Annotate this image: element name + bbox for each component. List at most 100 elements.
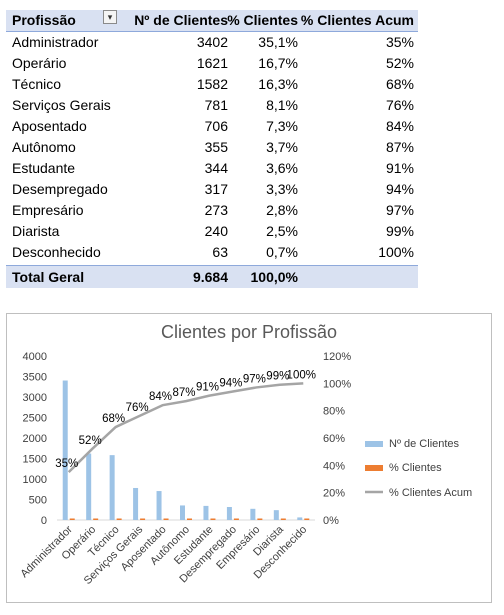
table-row: Estudante 344 3,6% 91% xyxy=(6,158,418,179)
cell-pct-clientes: 16,7% xyxy=(258,55,298,71)
cell-pct-acum: 35% xyxy=(385,34,414,50)
bar-pct-clientes xyxy=(304,518,310,520)
bar-pct-clientes xyxy=(69,518,75,520)
bar-n-clientes xyxy=(273,510,279,520)
line-pct-acum xyxy=(67,382,304,474)
data-label-pct-acum: 84% xyxy=(149,391,172,403)
cell-n-clientes: 1582 xyxy=(196,76,228,92)
table-row: Autônomo 355 3,7% 87% xyxy=(6,137,418,158)
cell-profissao: Operário xyxy=(12,55,67,71)
y-right-tick-label: 60% xyxy=(323,433,345,445)
cell-n-clientes: 317 xyxy=(204,181,228,197)
table-row: Técnico 1582 16,3% 68% xyxy=(6,74,418,95)
data-label-pct-acum: 52% xyxy=(79,435,102,447)
header-pct-clientes: % Clientes xyxy=(227,12,298,28)
cell-pct-acum: 100% xyxy=(378,244,414,260)
y-left-tick-label: 500 xyxy=(29,495,47,507)
data-label-pct-acum: 99% xyxy=(266,371,289,383)
data-label-pct-acum: 94% xyxy=(219,378,242,390)
legend-swatch-pct-clientes xyxy=(365,465,383,471)
header-pct-acum: % Clientes Acum xyxy=(300,12,414,28)
cell-n-clientes: 63 xyxy=(212,244,228,260)
filter-dropdown-icon[interactable]: ▾ xyxy=(103,10,117,24)
cell-profissao: Desconhecido xyxy=(12,244,101,260)
bar-n-clientes xyxy=(62,380,68,520)
legend-swatch-n-clientes xyxy=(365,441,383,447)
pivot-table: Profissão ▾ Nº de Clientes % Clientes % … xyxy=(6,10,418,288)
bar-n-clientes xyxy=(86,453,92,520)
cell-pct-acum: 68% xyxy=(385,76,414,92)
bar-pct-clientes xyxy=(280,518,286,520)
bar-pct-clientes xyxy=(140,518,146,520)
total-n-clientes: 9.684 xyxy=(192,269,228,285)
data-label-pct-acum: 76% xyxy=(126,402,149,414)
table-row: Desconhecido 63 0,7% 100% xyxy=(6,242,418,263)
y-left-tick-label: 1000 xyxy=(23,474,47,486)
data-label-pct-acum: 91% xyxy=(196,382,219,394)
header-n-clientes: Nº de Clientes xyxy=(134,12,228,28)
bar-n-clientes xyxy=(156,491,162,520)
y-left-tick-label: 0 xyxy=(41,515,47,527)
total-pct-clientes: 100,0% xyxy=(250,269,298,285)
table-body: Administrador 3402 35,1% 35% Operário 1621 16,… xyxy=(6,32,418,263)
cell-n-clientes: 355 xyxy=(204,139,228,155)
cell-profissao: Diarista xyxy=(12,223,60,239)
data-label-pct-acum: 100% xyxy=(287,369,316,381)
y-left-tick-label: 3500 xyxy=(23,372,47,384)
cell-pct-acum: 91% xyxy=(385,160,414,176)
pareto-chart: Clientes por Profissão 0 500 1000 1500 2000 25… xyxy=(6,313,492,603)
table-row: Diarista 240 2,5% 99% xyxy=(6,221,418,242)
chart-canvas: Clientes por Profissão 0 500 1000 1500 2000 25… xyxy=(18,322,472,587)
total-row: Total Geral 9.684 100,0% xyxy=(6,265,418,288)
y-right-tick-label: 20% xyxy=(323,488,345,500)
bar-pct-clientes xyxy=(257,518,263,520)
cell-profissao: Desempregado xyxy=(12,181,108,197)
cell-pct-clientes: 3,7% xyxy=(266,139,298,155)
cell-pct-clientes: 35,1% xyxy=(258,34,298,50)
cell-n-clientes: 240 xyxy=(204,223,228,239)
cell-pct-acum: 99% xyxy=(385,223,414,239)
data-label-pct-acum: 97% xyxy=(243,373,266,385)
bar-n-clientes xyxy=(203,505,209,520)
y-left-tick-label: 2000 xyxy=(23,433,47,445)
y-left-tick-label: 4000 xyxy=(23,351,47,363)
table-header-row: Profissão ▾ Nº de Clientes % Clientes % … xyxy=(6,10,418,32)
cell-pct-acum: 94% xyxy=(385,181,414,197)
legend-label-n-clientes: Nº de Clientes xyxy=(389,438,460,450)
header-profissao: Profissão xyxy=(12,12,76,28)
table-row: Serviços Gerais 781 8,1% 76% xyxy=(6,95,418,116)
cell-profissao: Autônomo xyxy=(12,139,76,155)
cell-profissao: Administrador xyxy=(12,34,99,50)
cell-n-clientes: 706 xyxy=(204,118,228,134)
cell-profissao: Estudante xyxy=(12,160,76,176)
cell-pct-clientes: 2,8% xyxy=(266,202,298,218)
cell-pct-acum: 76% xyxy=(385,97,414,113)
y-right-tick-label: 40% xyxy=(323,460,345,472)
bar-n-clientes xyxy=(109,455,115,520)
cell-pct-acum: 52% xyxy=(385,55,414,71)
cell-pct-clientes: 0,7% xyxy=(266,244,298,260)
legend-label-pct-acum: % Clientes Acum xyxy=(389,487,472,499)
table-row: Administrador 3402 35,1% 35% xyxy=(6,32,418,53)
bar-n-clientes xyxy=(133,487,139,520)
cell-n-clientes: 1621 xyxy=(196,55,228,71)
table-row: Operário 1621 16,7% 52% xyxy=(6,53,418,74)
bar-n-clientes xyxy=(250,508,256,520)
table-row: Empresário 273 2,8% 97% xyxy=(6,200,418,221)
cell-pct-clientes: 3,3% xyxy=(266,181,298,197)
bar-pct-clientes xyxy=(116,518,122,520)
cell-n-clientes: 781 xyxy=(204,97,228,113)
bar-pct-clientes xyxy=(210,518,216,520)
cell-pct-clientes: 3,6% xyxy=(266,160,298,176)
y-right-tick-label: 0% xyxy=(323,515,339,527)
cell-pct-clientes: 8,1% xyxy=(266,97,298,113)
cell-pct-clientes: 16,3% xyxy=(258,76,298,92)
cell-n-clientes: 273 xyxy=(204,202,228,218)
y-right-tick-label: 120% xyxy=(323,351,351,363)
cell-pct-clientes: 2,5% xyxy=(266,223,298,239)
cell-profissao: Aposentado xyxy=(12,118,87,134)
bar-n-clientes xyxy=(297,517,303,520)
total-label: Total Geral xyxy=(12,269,85,285)
bar-n-clientes xyxy=(180,505,185,520)
chart-title: Clientes por Profissão xyxy=(161,322,337,342)
